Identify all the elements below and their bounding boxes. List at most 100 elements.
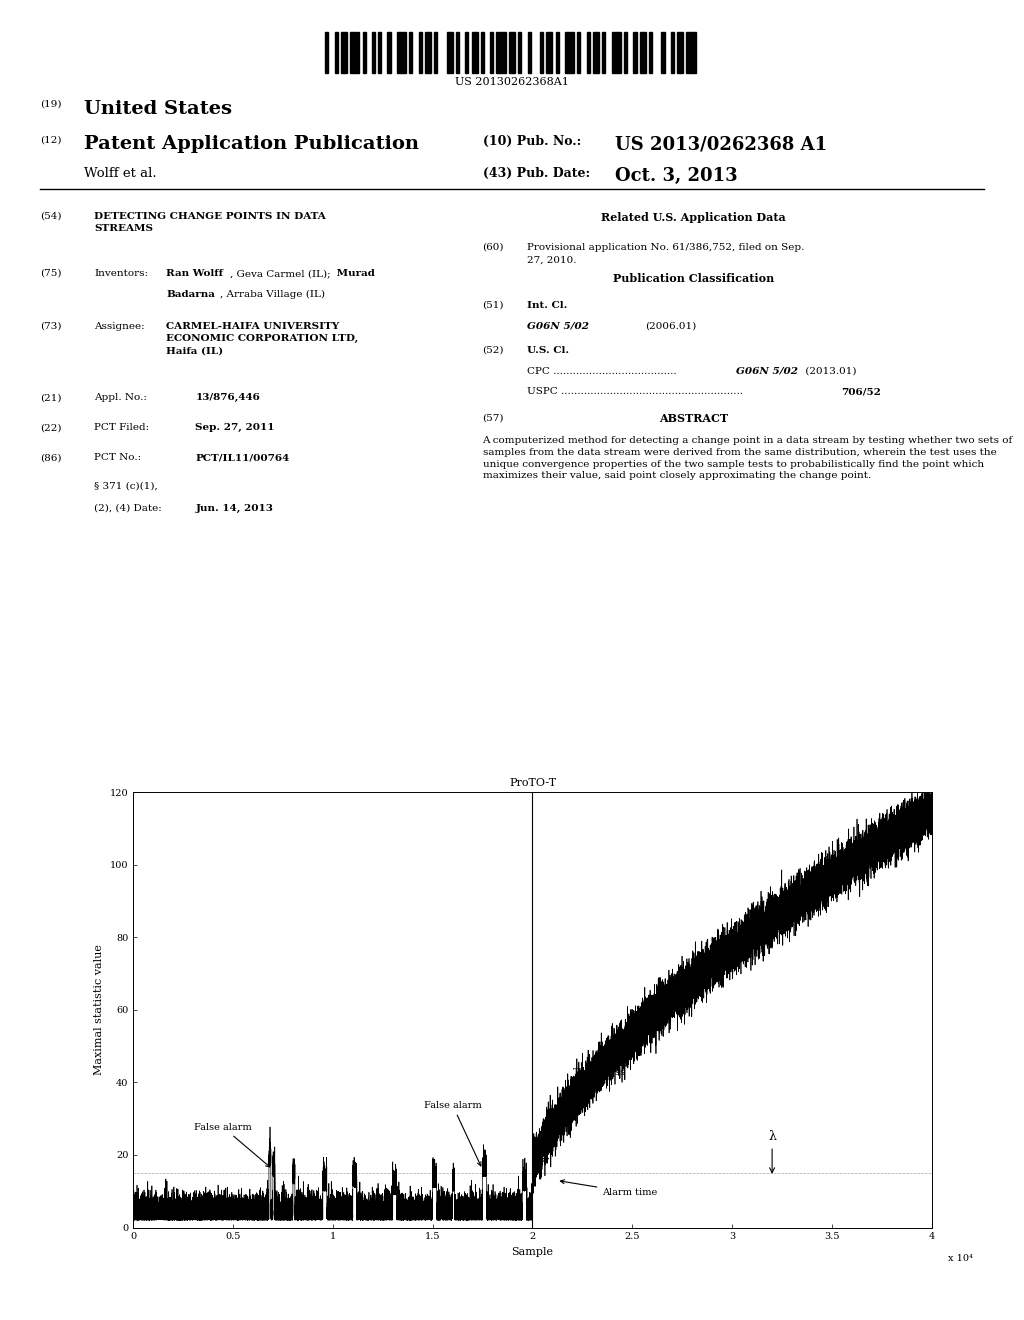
Text: (12): (12) — [40, 135, 61, 144]
Text: PCT No.:: PCT No.: — [94, 453, 141, 462]
Bar — [556, 32, 559, 74]
Text: G06N 5/02: G06N 5/02 — [736, 367, 798, 376]
Bar — [446, 32, 453, 74]
Bar — [471, 32, 478, 74]
Bar — [649, 32, 652, 74]
Bar — [546, 32, 553, 74]
Text: Int. Cl.: Int. Cl. — [526, 301, 567, 310]
Text: PCT Filed:: PCT Filed: — [94, 424, 150, 432]
Text: (52): (52) — [482, 346, 504, 355]
Bar — [662, 32, 665, 74]
Bar — [425, 32, 431, 74]
Y-axis label: Maximal statistic value: Maximal statistic value — [94, 944, 104, 1076]
Bar — [527, 32, 530, 74]
Text: (21): (21) — [40, 393, 61, 403]
Bar — [509, 32, 515, 74]
Text: Sep. 27, 2011: Sep. 27, 2011 — [196, 424, 275, 432]
Text: CPC ......................................: CPC ....................................… — [526, 367, 677, 376]
Text: (19): (19) — [40, 100, 61, 108]
Bar — [565, 32, 574, 74]
Text: U.S. Cl.: U.S. Cl. — [526, 346, 569, 355]
Text: Murad: Murad — [333, 269, 375, 279]
Text: (43) Pub. Date:: (43) Pub. Date: — [482, 166, 590, 180]
Bar — [341, 32, 347, 74]
Text: (51): (51) — [482, 301, 504, 310]
Text: Assignee:: Assignee: — [94, 322, 144, 331]
Text: (10) Pub. No.:: (10) Pub. No.: — [482, 135, 581, 148]
Text: Related U.S. Application Data: Related U.S. Application Data — [601, 211, 786, 223]
Bar — [497, 32, 506, 74]
Text: ABSTRACT: ABSTRACT — [659, 413, 728, 425]
Text: DETECTING CHANGE POINTS IN DATA
STREAMS: DETECTING CHANGE POINTS IN DATA STREAMS — [94, 211, 326, 234]
Text: (57): (57) — [482, 413, 504, 422]
Text: Alarm time: Alarm time — [560, 1180, 657, 1197]
Text: USPC ........................................................: USPC ...................................… — [526, 387, 742, 396]
Text: (2006.01): (2006.01) — [645, 322, 696, 331]
Bar — [490, 32, 494, 74]
Text: Jun. 14, 2013: Jun. 14, 2013 — [196, 504, 273, 512]
Text: Timeliness: Timeliness — [549, 1068, 626, 1144]
Text: , Geva Carmel (IL);: , Geva Carmel (IL); — [229, 269, 331, 279]
Bar — [456, 32, 459, 74]
Text: (75): (75) — [40, 269, 61, 279]
Bar — [372, 32, 375, 74]
Text: Ran Wolff: Ran Wolff — [166, 269, 223, 279]
Text: (73): (73) — [40, 322, 61, 331]
Bar — [350, 32, 359, 74]
Text: , Arraba Village (IL): , Arraba Village (IL) — [220, 290, 325, 300]
Text: (22): (22) — [40, 424, 61, 432]
Bar — [578, 32, 581, 74]
Text: (2013.01): (2013.01) — [802, 367, 856, 376]
Text: § 371 (c)(1),: § 371 (c)(1), — [94, 482, 158, 490]
Text: (54): (54) — [40, 211, 61, 220]
Bar — [624, 32, 627, 74]
Bar — [518, 32, 521, 74]
Bar — [634, 32, 637, 74]
Bar — [362, 32, 366, 74]
Text: Wolff et al.: Wolff et al. — [84, 166, 157, 180]
Bar — [434, 32, 437, 74]
Bar — [593, 32, 599, 74]
Bar — [326, 32, 329, 74]
Bar — [671, 32, 674, 74]
Text: Appl. No.:: Appl. No.: — [94, 393, 147, 403]
Bar — [602, 32, 605, 74]
Bar — [465, 32, 468, 74]
Text: 706/52: 706/52 — [842, 387, 882, 396]
Bar — [335, 32, 338, 74]
Bar — [419, 32, 422, 74]
Bar — [397, 32, 407, 74]
Text: Patent Application Publication: Patent Application Publication — [84, 135, 420, 153]
Bar — [540, 32, 543, 74]
Text: US 2013/0262368 A1: US 2013/0262368 A1 — [615, 135, 827, 153]
X-axis label: Sample: Sample — [511, 1247, 554, 1257]
Bar — [587, 32, 590, 74]
Text: 13/876,446: 13/876,446 — [196, 393, 260, 403]
Bar — [387, 32, 390, 74]
Text: CARMEL-HAIFA UNIVERSITY
ECONOMIC CORPORATION LTD,
Haifa (IL): CARMEL-HAIFA UNIVERSITY ECONOMIC CORPORA… — [166, 322, 358, 355]
Bar — [677, 32, 683, 74]
Text: Oct. 3, 2013: Oct. 3, 2013 — [615, 166, 738, 185]
Bar — [611, 32, 621, 74]
Text: λ: λ — [768, 1130, 776, 1172]
Text: (86): (86) — [40, 453, 61, 462]
Text: G06N 5/02: G06N 5/02 — [526, 322, 589, 331]
Bar — [640, 32, 646, 74]
Text: Badarna: Badarna — [166, 290, 215, 300]
Bar — [410, 32, 413, 74]
Bar — [481, 32, 484, 74]
Text: PCT/IL11/00764: PCT/IL11/00764 — [196, 453, 290, 462]
Text: x 10⁴: x 10⁴ — [948, 1254, 973, 1263]
Bar — [686, 32, 695, 74]
Text: Inventors:: Inventors: — [94, 269, 148, 279]
Text: False alarm: False alarm — [195, 1122, 270, 1167]
Text: False alarm: False alarm — [424, 1101, 481, 1166]
Text: US 20130262368A1: US 20130262368A1 — [455, 77, 569, 87]
Bar — [378, 32, 381, 74]
Title: ProTO-T: ProTO-T — [509, 779, 556, 788]
Text: A computerized method for detecting a change point in a data stream by testing w: A computerized method for detecting a ch… — [482, 436, 1013, 480]
Text: Publication Classification: Publication Classification — [613, 273, 774, 284]
Text: Provisional application No. 61/386,752, filed on Sep.
27, 2010.: Provisional application No. 61/386,752, … — [526, 243, 804, 264]
Text: (60): (60) — [482, 243, 504, 252]
Text: (2), (4) Date:: (2), (4) Date: — [94, 504, 162, 512]
